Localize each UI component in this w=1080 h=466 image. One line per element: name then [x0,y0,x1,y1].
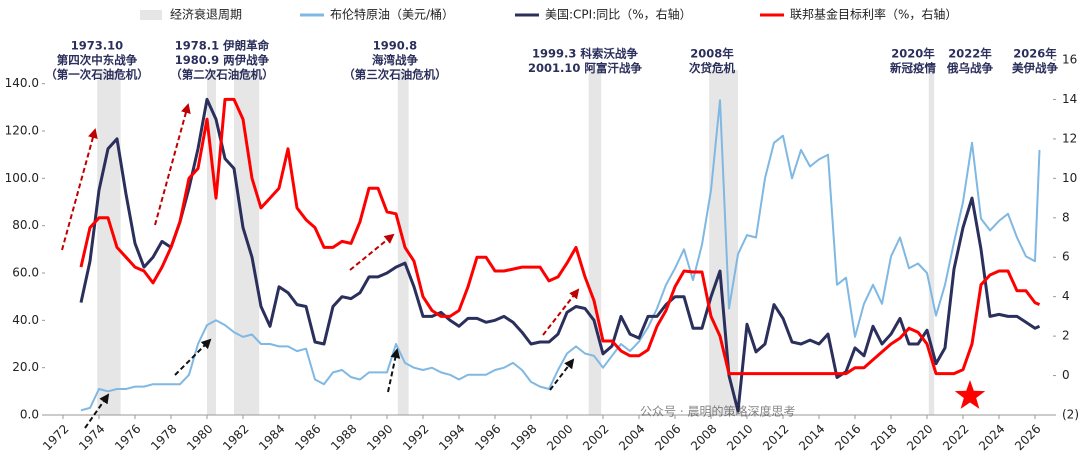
x-tick-label: 1982 [220,422,251,453]
annotation: 新冠疫情 [890,61,936,75]
annotation: 2020年 [891,47,935,61]
recession-band [207,70,216,415]
y2-tick-label: 0 [1062,368,1070,382]
y-tick-label: 100.0 [5,171,39,185]
series-line [80,99,1041,412]
y2-tick-label: 10 [1062,171,1077,185]
x-tick-label: 2016 [832,422,863,453]
x-tick-label: 2014 [796,422,827,453]
x-tick-label: 1992 [400,422,431,453]
x-tick-label: 2012 [760,422,791,453]
recession-band [928,70,935,415]
annotation: 1973.10 [71,39,123,53]
x-tick-label: 2004 [616,422,647,453]
x-tick-label: 1976 [112,422,143,453]
y-tick-label: 20.0 [12,360,39,374]
x-tick-label: 1988 [328,422,359,453]
x-tick-label: 2022 [940,422,971,453]
watermark: 公众号 · 晨明的策略深度思考 [640,404,795,419]
annotation: 2001.10 阿富汗战争 [528,61,642,75]
arrow [84,393,110,429]
annotation: （第二次石油危机） [170,68,274,82]
y-tick-label: 0.0 [20,408,39,422]
x-tick-label: 2018 [868,422,899,453]
y2-tick-label: 16 [1062,53,1077,67]
x-tick-label: 1980 [184,422,215,453]
legend-label: 经济衰退周期 [170,7,242,22]
recession-band [709,70,738,415]
y2-tick-label: 12 [1062,131,1077,145]
annotation: 2022年 [948,47,992,61]
legend-label: 联邦基金目标利率（%，右轴） [790,7,957,22]
x-tick-label: 1996 [472,422,503,453]
x-tick-label: 2002 [580,422,611,453]
x-tick-label: 2024 [976,422,1007,453]
x-tick-label: 1994 [436,422,467,453]
x-tick-label: 1974 [76,422,107,453]
y2-tick-label: 4 [1062,289,1070,303]
arrow [549,358,575,391]
y2-tick-label: 2 [1062,329,1070,343]
annotation: 1990.8 [373,39,417,53]
recession-band [97,70,121,415]
arrow [174,338,212,376]
x-tick-label: 2020 [904,422,935,453]
arrow [61,128,98,251]
y-tick-label: 120.0 [5,124,39,138]
star [954,380,986,409]
legend-label: 美国:CPI:同比（%，右轴） [545,7,692,22]
legend-swatch [140,10,162,20]
series-line [79,97,1041,376]
legend-label: 布伦特原油（美元/桶） [330,7,454,22]
annotation: 第四次中东战争 [57,53,138,67]
x-tick-label: 1998 [508,422,539,453]
series-line [79,97,1041,413]
y2-tick-label: (2) [1062,408,1079,422]
annotation: 美伊战争 [1012,61,1058,75]
x-tick-label: 1978 [148,422,179,453]
y-tick-label: 60.0 [12,266,39,280]
annotation: 1978.1 伊朗革命 [175,39,270,53]
annotation: 2008年 [690,47,734,61]
arrow [154,103,191,226]
x-tick-label: 1990 [364,422,395,453]
y2-tick-label: 6 [1062,250,1070,264]
x-tick-label: 1972 [40,422,71,453]
x-tick-label: 1986 [292,422,323,453]
x-tick-label: 2000 [544,422,575,453]
x-tick-label: 1984 [256,422,287,453]
x-tick-label: 2008 [688,422,719,453]
annotation: （第一次石油危机） [45,68,149,82]
annotation: 2026年 [1013,47,1057,61]
y2-tick-label: 14 [1062,92,1077,106]
arrow [387,348,401,393]
y-tick-label: 80.0 [12,218,39,232]
x-tick-label: 2010 [724,422,755,453]
x-tick-label: 2026 [1012,422,1043,453]
recession-band [588,70,602,415]
annotation: 次贷危机 [689,61,735,75]
annotation: （第三次石油危机） [343,68,447,82]
annotation: 1999.3 科索沃战争 [532,47,638,61]
x-tick-label: 2006 [652,422,683,453]
y2-tick-label: 8 [1062,210,1070,224]
y-tick-label: 40.0 [12,313,39,327]
arrow [542,288,580,336]
annotation: 1980.9 两伊战争 [175,53,270,67]
y-tick-label: 140.0 [5,76,39,90]
annotation: 俄乌战争 [946,61,993,75]
arrow [349,233,395,271]
annotation: 海湾战争 [372,53,418,67]
